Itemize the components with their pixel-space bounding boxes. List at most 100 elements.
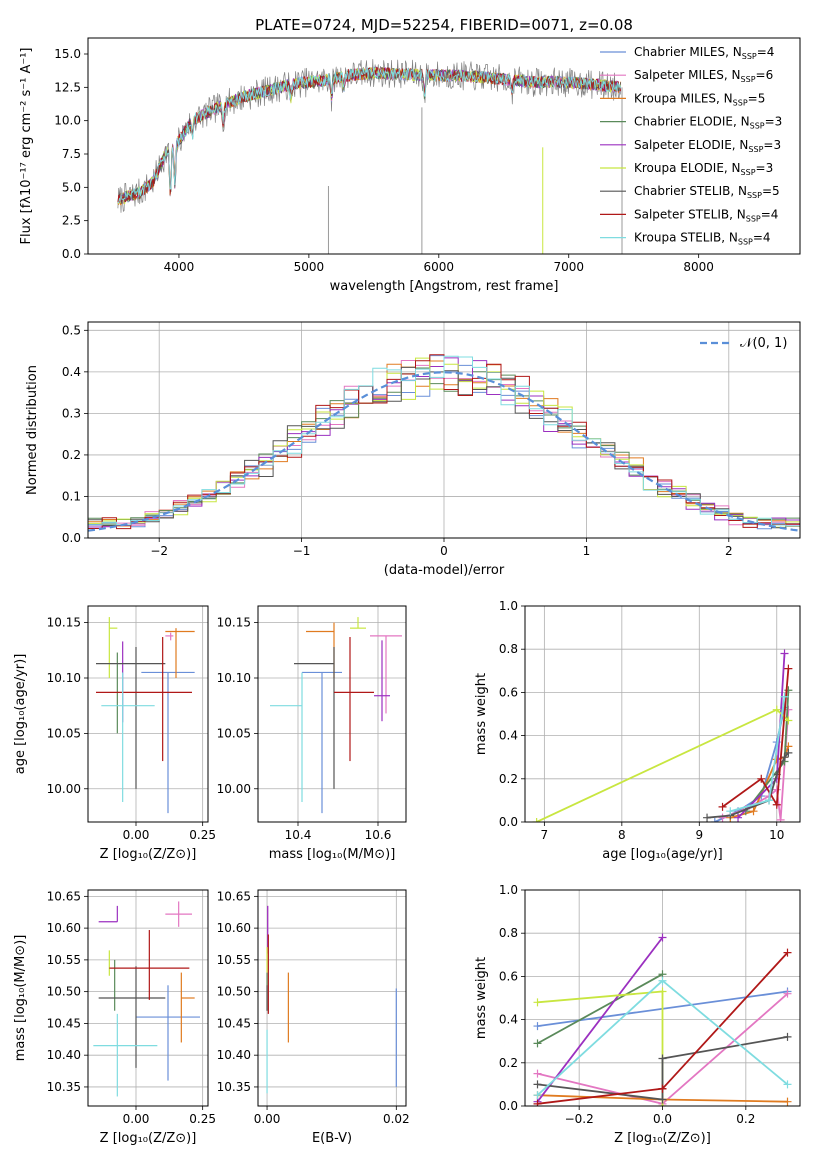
- weight-vs-Z-line-chabrier-stelib-marker-0: [533, 1080, 542, 1089]
- weight-vs-age-line-kroupa-stelib-marker-2: [780, 692, 789, 701]
- spectrum-legend-main-1: Salpeter MILES, N: [634, 68, 741, 82]
- residuals-ytick-label-3: 0.3: [62, 406, 81, 420]
- mass-vs-Z-ytick-label-2: 10.45: [47, 1016, 81, 1030]
- weight-vs-Z-xtick-label-1: 0.0: [653, 1112, 672, 1126]
- spectrum-legend-tail-8: =4: [753, 231, 771, 245]
- weight-vs-Z-line-salpeter-stelib-marker-0: [533, 1099, 542, 1106]
- weight-vs-age-frame: [524, 605, 801, 823]
- weight-vs-age-line-salpeter-miles-marker-0: [718, 813, 727, 822]
- spectrum-legend-label-1: Salpeter MILES, NSSP=6: [634, 68, 773, 84]
- spectrum-ytick-label-1: 2.5: [62, 214, 81, 228]
- mass-vs-Z-ytick-label-3: 10.50: [47, 985, 81, 999]
- residuals-xtick-label-2: 0: [440, 544, 448, 558]
- spectrum-panel: [117, 58, 623, 254]
- weight-vs-age-line-salpeter-miles-marker-3: [772, 785, 781, 794]
- weight-vs-age-line-salpeter-elodie-marker-0: [734, 813, 743, 822]
- mass-vs-Z-ytick-label-1: 10.40: [47, 1048, 81, 1062]
- weight-vs-Z-line-chabrier-miles-marker-0: [533, 1022, 542, 1031]
- spectrum-legend-main-3: Chabrier ELODIE, N: [634, 115, 750, 129]
- spectrum-frame: [87, 37, 801, 255]
- mass-vs-Z-point-kroupa-miles: [180, 972, 195, 1043]
- weight-vs-age-line-salpeter-stelib-marker-3: [784, 664, 793, 673]
- spectrum-legend-tail-3: =3: [765, 115, 783, 129]
- mass-vs-Z-xtick-label-1: 0.25: [189, 1112, 216, 1126]
- residuals-xtick-label-1: −1: [293, 544, 311, 558]
- residuals-ytick-label-2: 0.2: [62, 448, 81, 462]
- weight-vs-Z-line-chabrier-stelib-path: [537, 1036, 788, 1101]
- mass-vs-ebv-panel: [258, 890, 406, 1106]
- spectrum-ytick-label-3: 7.5: [62, 147, 81, 161]
- spectrum-legend-label-2: Kroupa MILES, NSSP=5: [634, 91, 765, 107]
- weight-vs-Z-line-salpeter-elodie-marker-1: [658, 933, 667, 942]
- spectrum-legend-label-4: Salpeter ELODIE, NSSP=3: [634, 138, 781, 154]
- weight-vs-Z-line-chabrier-elodie-path: [537, 973, 663, 1045]
- age-vs-mass-point-kroupa-miles: [306, 622, 335, 678]
- spectrum-legend-main-7: Salpeter STELIB, N: [634, 207, 746, 221]
- spectrum-model-chabrier-stelib: [117, 67, 622, 204]
- residuals-xlabel: (data-model)/error: [384, 563, 505, 578]
- residuals-ytick-label-5: 0.5: [62, 323, 81, 337]
- spectrum-legend-label-5: Kroupa ELODIE, NSSP=3: [634, 161, 773, 177]
- spectrum-legend-label-8: Kroupa STELIB, NSSP=4: [634, 231, 771, 247]
- weight-vs-Z-line-salpeter-stelib: [533, 948, 792, 1106]
- residuals-legend-label: 𝒩(0, 1): [740, 336, 787, 351]
- spectrum-legend-tail-4: =3: [763, 138, 781, 152]
- spectrum-legend-tail-6: =5: [762, 184, 780, 198]
- age-vs-mass-plot-area: [270, 617, 402, 814]
- mass-vs-Z-ytick-label-4: 10.55: [47, 953, 81, 967]
- weight-vs-age-line-kroupa-miles-marker-2: [772, 755, 781, 764]
- age-vs-Z-ylabel: age [log₁₀(age/yr)]: [13, 654, 28, 775]
- age-vs-mass-point-salpeter-elodie: [374, 640, 390, 722]
- spectrum-xtick-label-2: 6000: [424, 260, 455, 274]
- mass-vs-ebv-ytick-label-5: 10.60: [217, 921, 251, 935]
- mass-vs-ebv-ytick-label-0: 10.35: [217, 1080, 251, 1094]
- spectrum-ytick-label-2: 5.0: [62, 180, 81, 194]
- weight-vs-age-line-kroupa-elodie-marker-0: [532, 818, 541, 822]
- weight-vs-age-line-kroupa-elodie-marker-2: [784, 716, 793, 725]
- weight-vs-Z-line-kroupa-stelib: [533, 976, 792, 1100]
- spectrum-legend-label-0: Chabrier MILES, NSSP=4: [634, 45, 774, 61]
- weight-vs-age-line-salpeter-stelib-marker-1: [757, 774, 766, 783]
- weight-vs-Z-line-kroupa-miles-marker-2: [783, 1097, 792, 1106]
- mass-vs-ebv-ytick-label-2: 10.45: [217, 1016, 251, 1030]
- age-vs-mass-ytick-label-1: 10.05: [217, 726, 251, 740]
- spectrum-legend-sub-6: SSP: [747, 191, 762, 200]
- age-vs-Z-point-salpeter-stelib: [96, 637, 192, 762]
- age-vs-Z-point-salpeter-miles: [165, 632, 174, 641]
- mass-vs-ebv-ytick-label-6: 10.65: [217, 889, 251, 903]
- weight-vs-Z-panel: [525, 889, 800, 1107]
- spectrum-xtick-label-1: 5000: [294, 260, 325, 274]
- mass-vs-Z-frame: [87, 889, 209, 1107]
- age-vs-Z-point-kroupa-elodie: [108, 617, 118, 678]
- weight-vs-age-line-kroupa-miles-marker-1: [749, 807, 758, 816]
- spectrum-legend-main-6: Chabrier STELIB, N: [634, 184, 747, 198]
- weight-vs-age-ytick-label-3: 0.6: [499, 685, 518, 699]
- age-vs-mass-panel: [258, 606, 406, 822]
- weight-vs-age-line-kroupa-stelib-marker-1: [765, 796, 774, 805]
- spectrum-legend-label-7: Salpeter STELIB, NSSP=4: [634, 207, 778, 223]
- weight-vs-Z-line-chabrier-elodie: [533, 970, 667, 1048]
- spectrum-legend-main-2: Kroupa MILES, N: [634, 91, 733, 105]
- figure-title: PLATE=0724, MJD=52254, FIBERID=0071, z=0…: [255, 16, 633, 34]
- weight-vs-age-line-chabrier-stelib-marker-4: [780, 753, 789, 762]
- spectrum-legend-main-5: Kroupa ELODIE, N: [634, 161, 741, 175]
- age-vs-Z-plot-area: [96, 617, 195, 814]
- weight-vs-age-line-kroupa-stelib: [726, 692, 789, 816]
- mass-vs-Z-point-kroupa-stelib: [93, 1013, 158, 1097]
- mass-vs-Z-axes: 0.00 0.25 10.35 10.40 10.45 10.50 10.55 10.60 10…: [13, 889, 216, 1146]
- weight-vs-Z-line-kroupa-stelib-marker-1: [658, 976, 667, 985]
- age-vs-mass-point-chabrier-miles: [302, 671, 342, 814]
- mass-vs-Z-point-salpeter-miles: [165, 901, 192, 927]
- spectrum-legend-tail-2: =5: [748, 91, 766, 105]
- weight-vs-Z-line-salpeter-stelib-marker-2: [658, 1084, 667, 1093]
- residuals-plot-area: [88, 354, 800, 532]
- weight-vs-age-line-chabrier-miles-marker-0: [710, 818, 719, 822]
- age-vs-mass-xtick-label-1: 10.6: [365, 828, 392, 842]
- age-vs-mass-point-kroupa-elodie: [350, 617, 366, 629]
- weight-vs-age-line-salpeter-elodie-marker-2: [780, 649, 789, 658]
- spectrum-legend-tail-1: =6: [756, 68, 774, 82]
- weight-vs-Z-plot-area: [533, 933, 792, 1106]
- weight-vs-age-line-chabrier-stelib-marker-0: [703, 813, 712, 822]
- weight-vs-age-ytick-label-4: 0.8: [499, 642, 518, 656]
